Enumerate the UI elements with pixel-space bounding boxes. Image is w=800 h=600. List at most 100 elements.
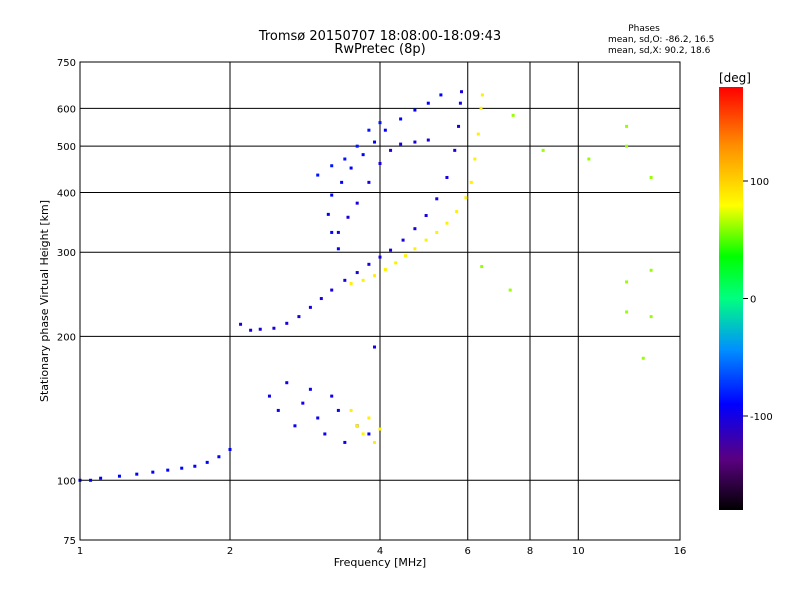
data-point [367, 180, 371, 184]
data-point [355, 201, 359, 205]
data-point [399, 117, 403, 121]
data-point [205, 460, 209, 464]
y-ticks: 75 100 200 300 400 500 600 750 [57, 58, 76, 547]
data-point [349, 282, 353, 286]
data-point [625, 280, 629, 284]
data-point [285, 321, 289, 325]
colorbar [719, 87, 743, 510]
data-point [403, 254, 407, 258]
data-point [424, 238, 428, 242]
y-axis-label: Stationary phase Virtual Height [km] [38, 200, 51, 402]
data-point [394, 261, 398, 265]
data-point [355, 271, 359, 275]
phase-heading: Phases [628, 24, 660, 34]
data-point [336, 230, 340, 234]
data-point [330, 288, 334, 292]
data-point [228, 447, 232, 451]
data-point [445, 221, 449, 225]
colorbar-tick-label: 100 [750, 177, 769, 188]
data-point [541, 148, 545, 152]
data-point [361, 278, 365, 282]
data-point [355, 424, 359, 428]
data-point [413, 247, 417, 251]
data-point [180, 466, 184, 470]
data-point [361, 153, 365, 157]
y-tick-label: 400 [57, 188, 76, 199]
data-point [480, 93, 484, 97]
colorbar-tick-label: 0 [750, 295, 756, 306]
data-point [336, 247, 340, 251]
data-point [476, 132, 480, 136]
data-point [151, 470, 155, 474]
data-point [389, 148, 393, 152]
data-point [455, 210, 459, 214]
data-point [367, 432, 371, 436]
data-point [641, 356, 645, 360]
chart-subtitle: RwPretec (8p) [334, 42, 425, 57]
data-point [511, 113, 515, 117]
data-point [383, 128, 387, 132]
data-point [457, 124, 461, 128]
data-point [217, 455, 221, 459]
data-point [117, 474, 121, 478]
data-point [413, 227, 417, 231]
data-point [249, 328, 253, 332]
colorbar-ticks: 100 0 -100 [743, 177, 773, 423]
data-point [316, 173, 320, 177]
phase-line-x: mean, sd,X: 90.2, 18.6 [608, 46, 711, 56]
y-tick-label: 75 [63, 536, 76, 547]
x-tick-label: 6 [465, 546, 471, 557]
data-point [330, 394, 334, 398]
data-point [383, 268, 387, 272]
data-point [439, 93, 443, 97]
x-tick-label: 8 [527, 546, 533, 557]
data-point [426, 101, 430, 105]
data-point [378, 161, 382, 165]
data-point [308, 387, 312, 391]
colorbar-label: [deg] [719, 71, 751, 85]
data-point [426, 138, 430, 142]
data-point [319, 297, 323, 301]
x-ticks: 1 2 4 6 8 10 16 [77, 546, 687, 557]
data-point [367, 262, 371, 266]
data-point [480, 265, 484, 269]
data-point [349, 166, 353, 170]
data-point [473, 157, 477, 161]
data-point [649, 268, 653, 272]
data-point [349, 408, 353, 412]
data-point [239, 322, 243, 326]
y-tick-label: 200 [57, 332, 76, 343]
y-tick-label: 750 [57, 58, 76, 69]
data-point [293, 424, 297, 428]
data-point [373, 140, 377, 144]
chart-title: Tromsø 20150707 18:08:00-18:09:43 [258, 29, 501, 44]
data-point [424, 214, 428, 218]
y-tick-label: 600 [57, 104, 76, 115]
data-point [330, 230, 334, 234]
phase-line-o: mean, sd,O: -86.2, 16.5 [608, 35, 714, 45]
data-point [272, 326, 276, 330]
data-point [649, 175, 653, 179]
data-point [355, 144, 359, 148]
data-point [330, 193, 334, 197]
data-point [258, 327, 262, 331]
data-point [435, 197, 439, 201]
data-point [625, 124, 629, 128]
data-point [469, 180, 473, 184]
data-point [166, 468, 170, 472]
data-point [413, 108, 417, 112]
grid-lines [80, 62, 680, 540]
data-point [346, 215, 350, 219]
data-point [464, 196, 468, 200]
y-tick-label: 100 [57, 476, 76, 487]
data-point [649, 315, 653, 319]
data-point [326, 212, 330, 216]
data-point [193, 464, 197, 468]
data-point [330, 164, 334, 168]
colorbar-tick-label: -100 [750, 412, 773, 423]
data-point [301, 401, 305, 405]
data-point [343, 440, 347, 444]
data-point [445, 175, 449, 179]
x-tick-label: 4 [377, 546, 383, 557]
